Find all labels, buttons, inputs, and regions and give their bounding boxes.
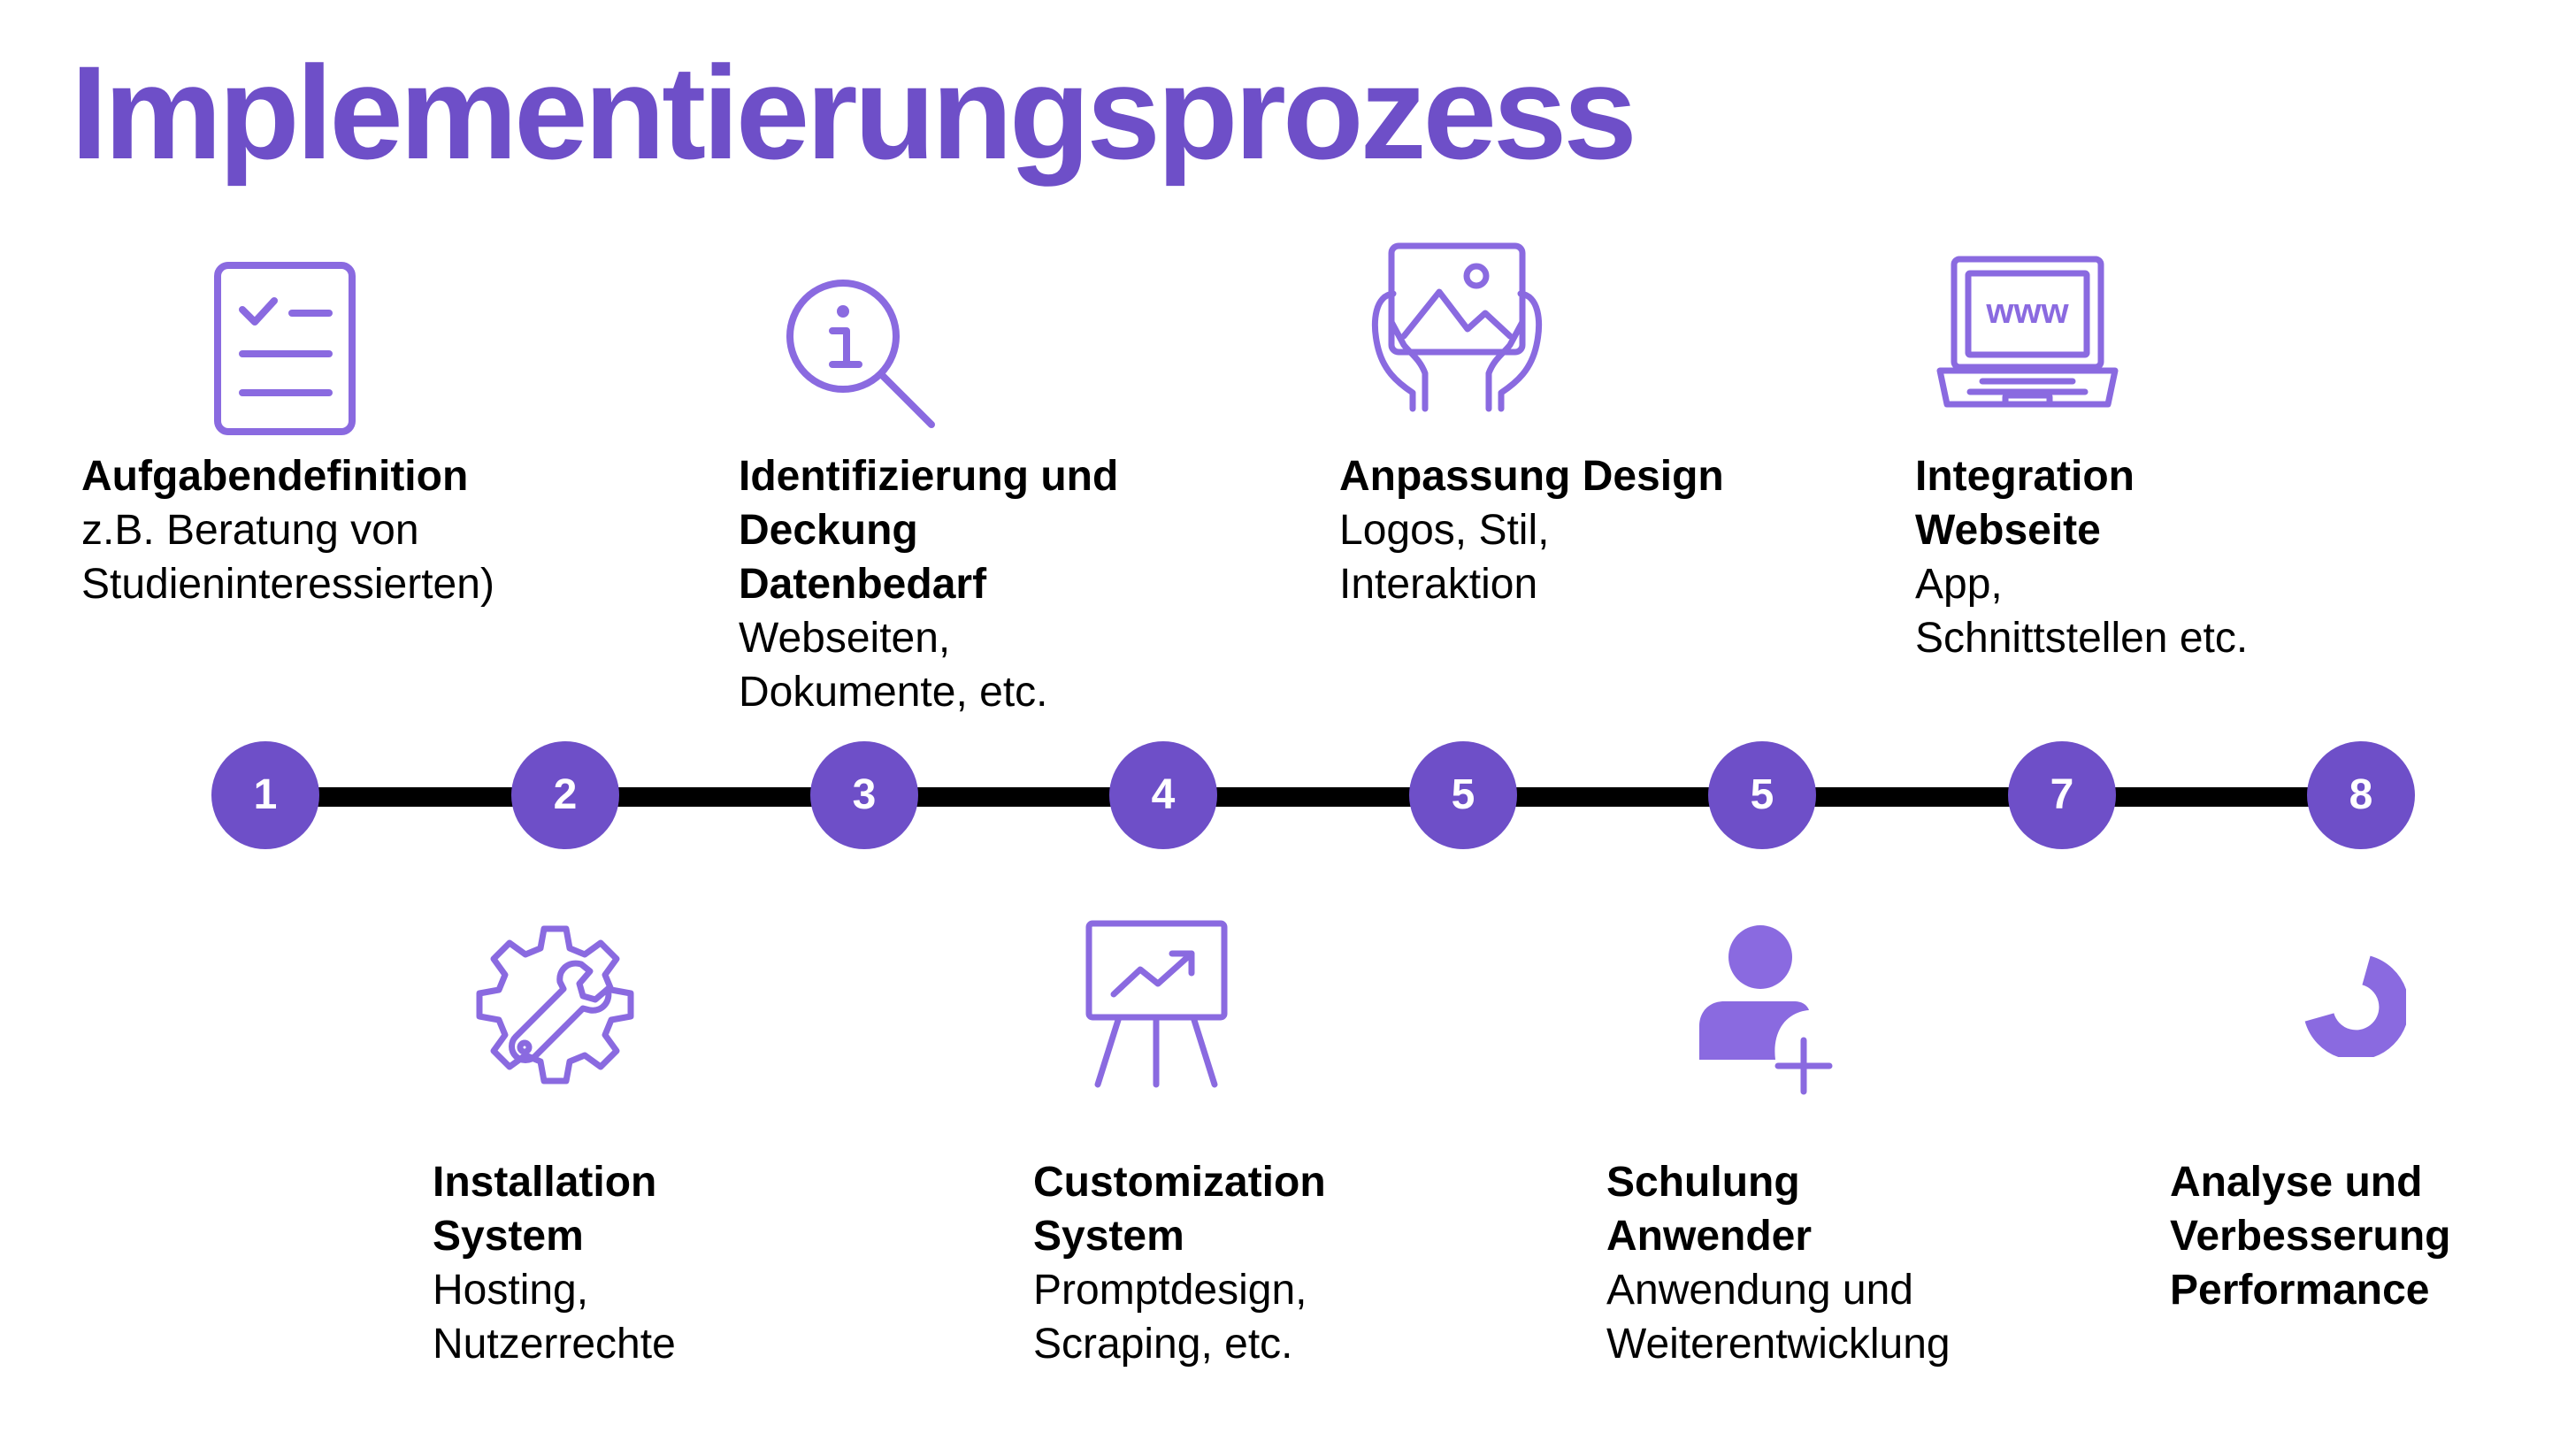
step-3-text: Identifizierung und Deckung Datenbedarf … [739,449,1118,719]
page-title: Implementierungsprozess [71,38,1637,187]
step-7-heading: Integration Webseite [1915,453,2135,554]
step-4-heading: Customization System [1033,1159,1326,1260]
step-marker-3: 3 [810,741,918,849]
step-4-text: Customization System Promptdesign, Scrap… [1033,1155,1326,1371]
laptop-www-icon: www [1935,252,2120,411]
step-3-heading: Identifizierung und Deckung Datenbedarf [739,453,1119,608]
step-7-description: App, Schnittstellen etc. [1915,561,2249,662]
step-2-description: Hosting, Nutzerrechte [433,1267,676,1368]
step-8-text: Analyse und Verbesserung Performance [2170,1155,2450,1317]
step-marker-4: 4 [1109,741,1217,849]
step-marker-6: 5 [1708,741,1816,849]
step-6-description: Anwendung und Weiterentwicklung [1606,1267,1951,1368]
timeline-line [261,787,2357,807]
step-1-heading: Aufgabendefinition [81,453,469,500]
step-8-heading: Analyse und Verbesserung Performance [2170,1159,2451,1314]
step-5-description: Logos, Stil, Interaktion [1339,507,1550,608]
step-6-heading: Schulung Anwender [1606,1159,1813,1260]
gear-wrench-icon [473,922,637,1092]
step-marker-5: 5 [1409,741,1517,849]
step-5-heading: Anpassung Design [1339,453,1724,500]
step-marker-1: 1 [211,741,319,849]
step-2-heading: Installation System [433,1159,657,1260]
svg-text:www: www [1985,292,2069,331]
refresh-icon [2300,951,2406,1057]
step-1-description: z.B. Beratung von Studieninteressierten) [81,507,494,608]
step-5-text: Anpassung Design Logos, Stil, Interaktio… [1339,449,1724,611]
checklist-document-icon [211,258,361,440]
step-4-description: Promptdesign, Scraping, etc. [1033,1267,1307,1368]
step-6-text: Schulung Anwender Anwendung und Weiteren… [1606,1155,1951,1371]
step-marker-8: 8 [2307,741,2415,849]
step-marker-7: 7 [2008,741,2116,849]
hands-holding-image-icon [1367,241,1548,413]
presentation-chart-icon [1084,918,1230,1091]
step-7-text: Integration Webseite App, Schnittstellen… [1915,449,2248,665]
step-2-text: Installation System Hosting, Nutzerrecht… [433,1155,676,1371]
step-1-text: Aufgabendefinition z.B. Beratung von Stu… [81,449,494,611]
add-user-icon [1694,920,1836,1097]
info-magnifier-icon [783,276,940,433]
step-3-description: Webseiten, Dokumente, etc. [739,615,1048,716]
step-marker-2: 2 [511,741,619,849]
